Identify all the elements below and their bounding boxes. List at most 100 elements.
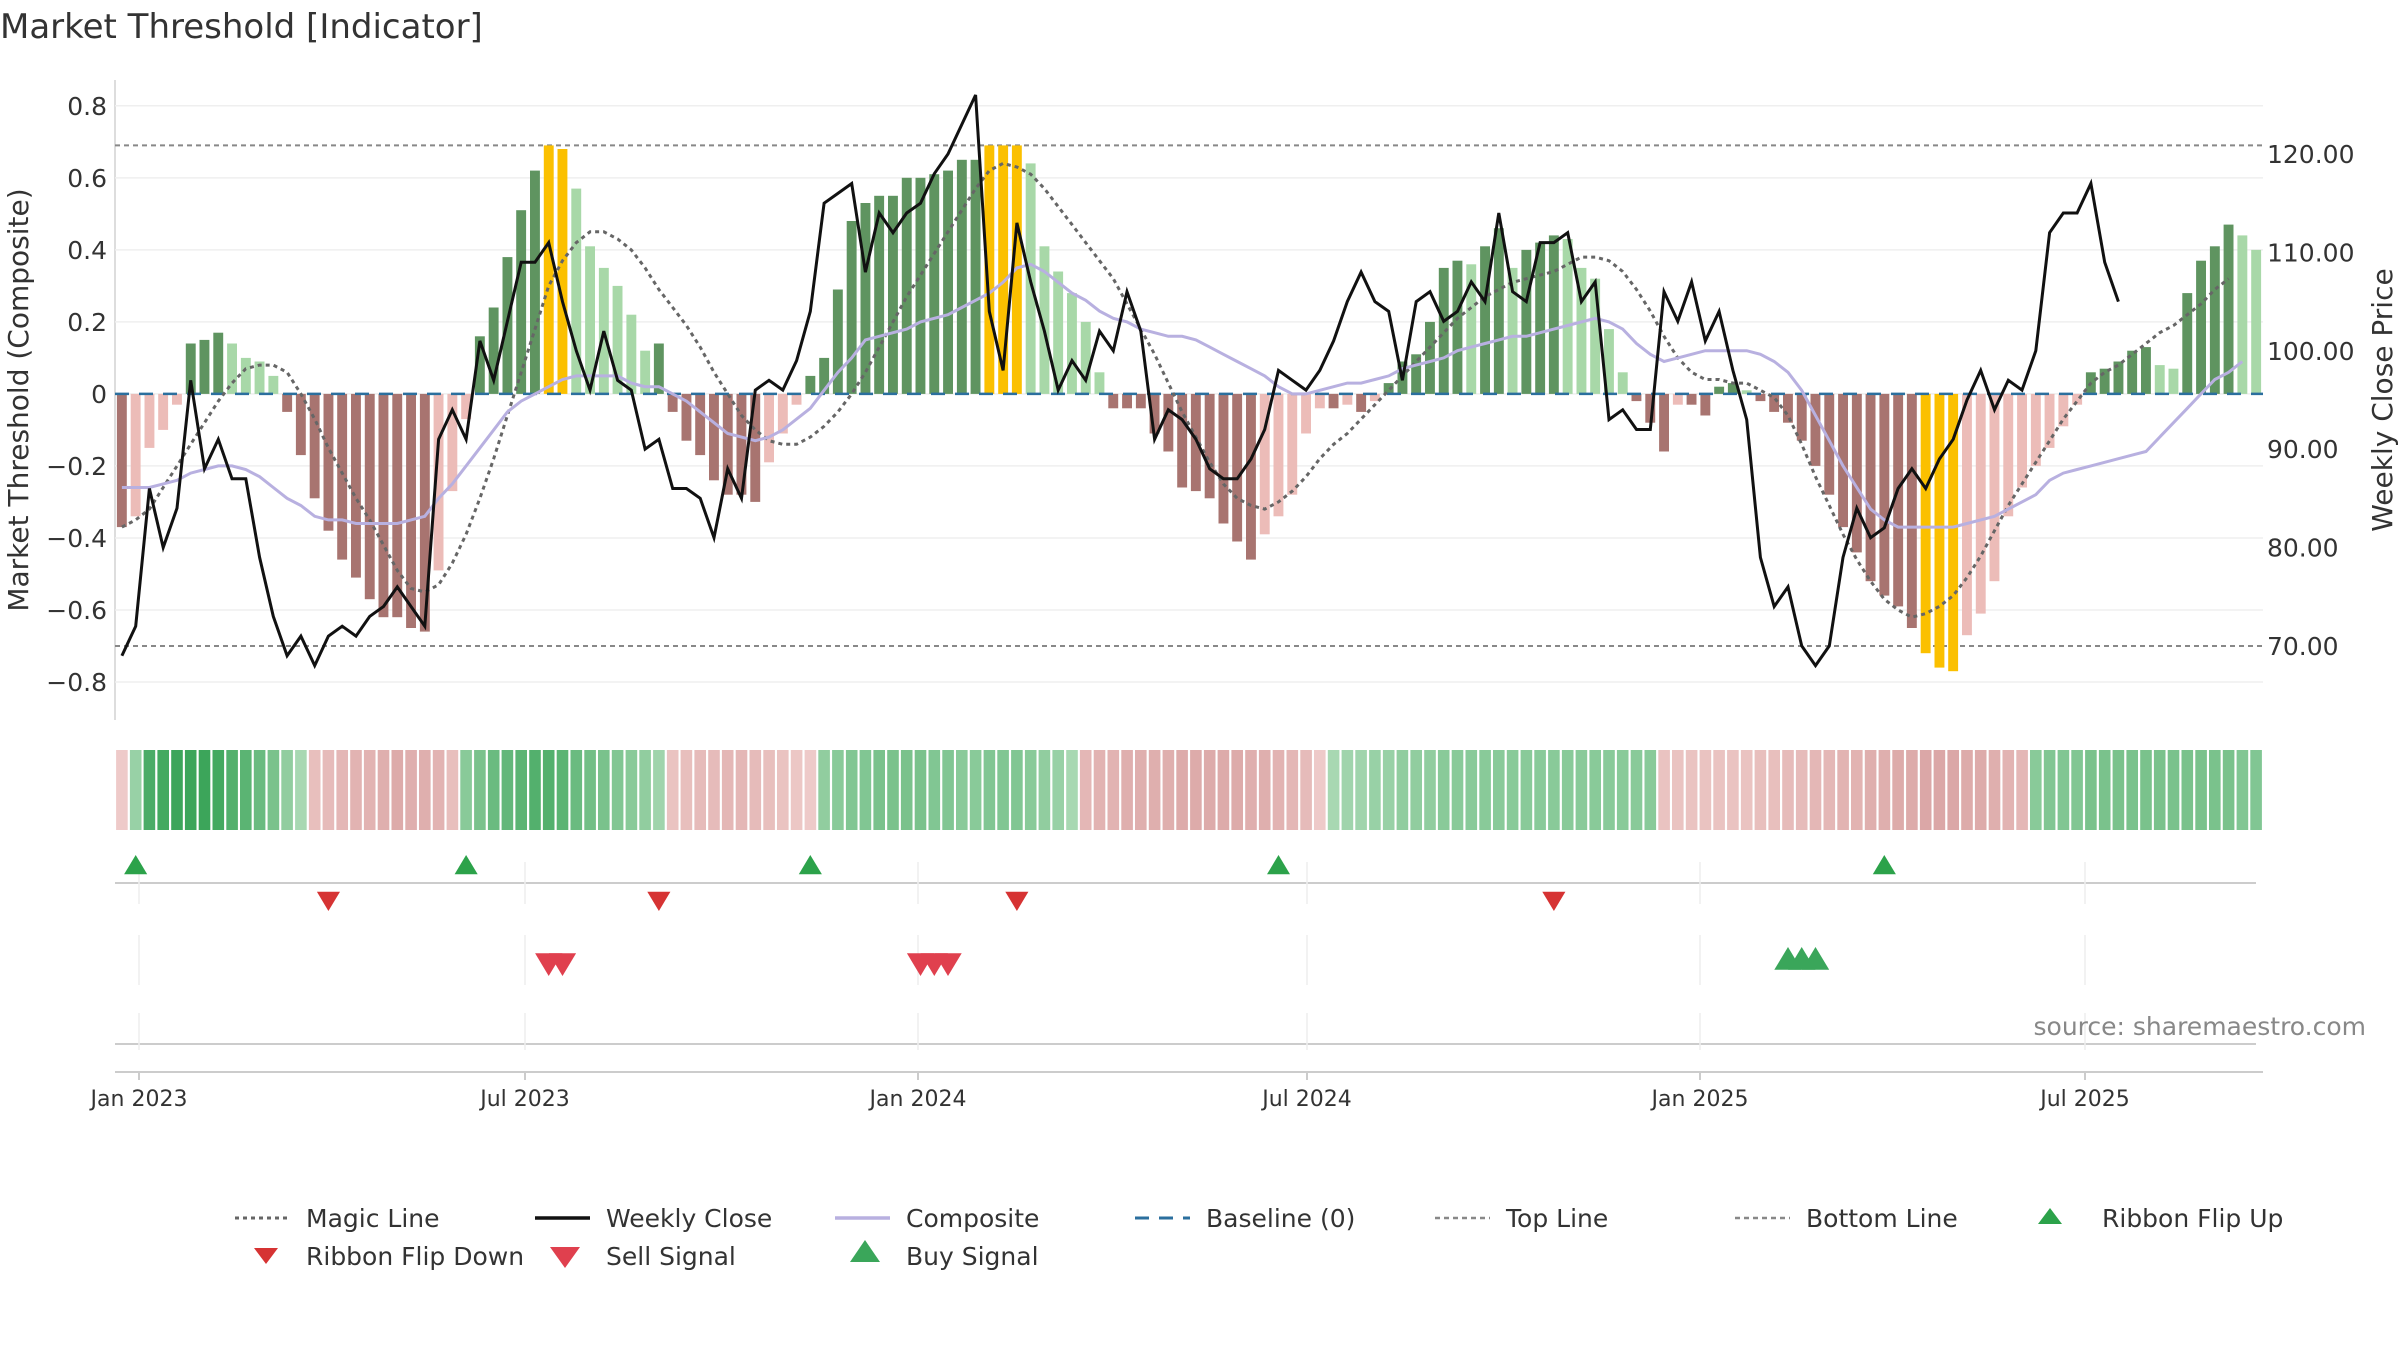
- y-tick-labels: 0.8 0.6 0.4 0.2 0 −0.2 −0.4 −0.6 −0.8: [46, 92, 107, 697]
- y-axis-label: Market Threshold (Composite): [2, 188, 35, 611]
- ribbon-cell: [2085, 750, 2097, 830]
- composite-bar: [1810, 393, 1821, 466]
- ribbon-cell: [1231, 750, 1243, 830]
- ribbon-cell: [969, 750, 982, 830]
- ribbon-cell: [240, 750, 252, 830]
- composite-bar: [846, 221, 857, 394]
- composite-bar: [736, 393, 747, 495]
- composite-bar: [1067, 293, 1077, 394]
- legend-swatch-ribbon-flip-up: [2038, 1208, 2062, 1224]
- composite-bar: [2030, 393, 2041, 466]
- ribbon-cell: [2209, 750, 2221, 830]
- ribbon-flip-up-marker: [1872, 855, 1896, 875]
- ribbon-cell: [1355, 750, 1367, 830]
- composite-bar: [337, 393, 348, 560]
- ribbon-cell: [501, 750, 514, 830]
- composite-bar: [956, 159, 967, 394]
- ribbon-cell: [1121, 750, 1133, 830]
- composite-bar: [1590, 278, 1601, 394]
- composite-bar: [1204, 393, 1215, 499]
- ribbon-cell: [942, 750, 954, 830]
- threshold-lines: [115, 144, 2263, 647]
- composite-bar: [571, 188, 582, 394]
- composite-bar: [1135, 393, 1146, 409]
- ribbon-cell: [1837, 750, 1849, 830]
- x-tick-labels: Jan 2023 Jul 2023 Jan 2024 Jul 2024 Jan 2025…: [89, 1072, 2130, 1112]
- y-tick-label: 0.2: [67, 308, 107, 337]
- ribbon-cell: [1410, 750, 1422, 830]
- legend-label-weekly-close: Weekly Close: [606, 1204, 772, 1233]
- composite-bar: [516, 210, 527, 394]
- ribbon-cell: [1961, 750, 1973, 830]
- composite-bar: [1535, 242, 1546, 394]
- ribbon-cell: [928, 750, 941, 830]
- ribbon-cell: [666, 750, 679, 830]
- ribbon-cell: [2126, 750, 2138, 830]
- x-tick-label: Jul 2024: [1260, 1087, 1352, 1112]
- composite-bar: [1273, 393, 1284, 517]
- y-tick-label: 0.4: [67, 236, 107, 265]
- composite-bar: [419, 393, 430, 632]
- composite-bar: [1149, 393, 1160, 434]
- ribbon-cell: [116, 750, 128, 830]
- ribbon-cell: [253, 750, 266, 830]
- composite-bars: [116, 145, 2262, 672]
- ribbon-cell: [1314, 750, 1326, 830]
- composite-bar: [172, 393, 182, 405]
- composite-bar: [1783, 393, 1793, 423]
- ribbon-cell: [2167, 750, 2180, 830]
- ribbon-cell: [1369, 750, 1381, 830]
- ribbon-cell: [1011, 750, 1023, 830]
- composite-bar: [695, 393, 706, 456]
- composite-bar: [1989, 393, 2000, 582]
- ribbon-cell: [1107, 750, 1120, 830]
- ribbon-cell: [1658, 750, 1670, 830]
- composite-bar: [970, 159, 981, 394]
- composite-bar: [543, 145, 554, 394]
- y-tick-label: −0.8: [46, 668, 107, 697]
- legend-item-bottom-line: Bottom Line: [1735, 1204, 1958, 1233]
- ribbon-cell: [845, 750, 858, 830]
- composite-bar: [1838, 393, 1848, 528]
- ribbon-cell: [763, 750, 775, 830]
- composite-bar: [2237, 235, 2248, 394]
- ribbon-cell: [1603, 750, 1615, 830]
- composite-bar: [1108, 393, 1119, 409]
- legend-item-top-line: Top Line: [1435, 1204, 1608, 1233]
- composite-bar: [1659, 393, 1669, 452]
- y2-tick-label: 100.00: [2267, 337, 2354, 366]
- y-tick-label: −0.4: [46, 524, 107, 553]
- ribbon-cell: [1190, 750, 1202, 830]
- composite-bar: [1218, 393, 1229, 524]
- ribbon-cell: [983, 750, 996, 830]
- ribbon-cell: [914, 750, 927, 830]
- ribbon-cell: [2071, 750, 2083, 830]
- composite-bar: [1094, 372, 1105, 394]
- composite-bar: [1232, 393, 1243, 542]
- x-tick-label: Jul 2023: [478, 1087, 570, 1112]
- composite-bar: [1631, 393, 1642, 402]
- ribbon-cell: [1851, 750, 1863, 830]
- composite-bar: [185, 343, 196, 394]
- ribbon-cell: [1479, 750, 1491, 830]
- composite-bar: [1865, 393, 1876, 582]
- ribbon-cell: [1713, 750, 1725, 830]
- ribbon-cell: [267, 750, 280, 830]
- composite-bar: [378, 393, 389, 618]
- composite-bar: [1328, 393, 1339, 409]
- ribbon-cell: [336, 750, 348, 830]
- ribbon-cell: [556, 750, 569, 830]
- composite-bar: [227, 343, 237, 394]
- ribbon-cell: [625, 750, 638, 830]
- composite-bar: [2223, 224, 2234, 394]
- composite-bar: [488, 307, 499, 394]
- ribbon-cell: [281, 750, 293, 830]
- ribbon-cell: [129, 750, 142, 830]
- ribbon-cell: [1093, 750, 1106, 830]
- composite-bar: [1301, 393, 1311, 434]
- composite-line: [121, 262, 2244, 529]
- legend-item-weekly-close: Weekly Close: [535, 1204, 772, 1233]
- composite-bar: [557, 149, 568, 394]
- composite-bar: [351, 393, 361, 578]
- composite-bar: [2168, 368, 2179, 394]
